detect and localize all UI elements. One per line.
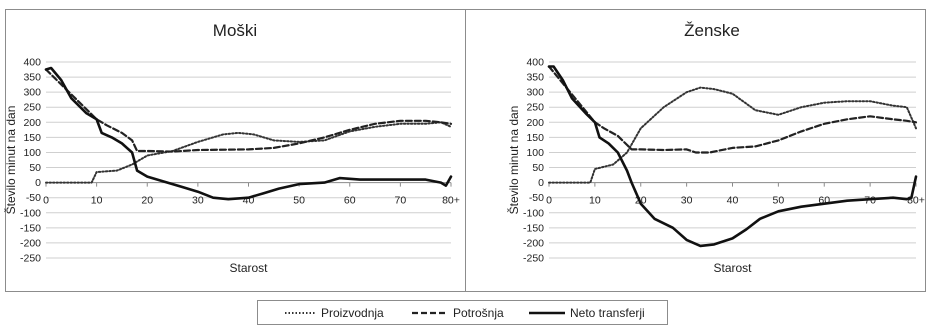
legend-label: Neto transferji [570,306,645,320]
y-tick-label: -150 [523,222,544,234]
y-tick-label: 250 [526,102,544,114]
series-line-neto-transferji [44,66,453,201]
panel-frame-male [5,9,466,292]
legend-label: Potrošnja [453,306,504,320]
y-tick-label: -100 [20,207,41,219]
y-tick-label: -50 [529,192,544,204]
x-tick-label: 60 [344,195,356,207]
series-line-potrošnja [44,68,453,153]
x-tick-label: 70 [864,195,876,207]
y-tick-label: -50 [26,192,41,204]
y-tick-label: 200 [23,117,41,129]
y-tick-label: 400 [526,57,544,69]
y-tick-label: -200 [523,237,544,249]
x-tick-label: 20 [141,195,153,207]
y-tick-label: -150 [20,222,41,234]
legend-label: Proizvodnja [321,306,384,320]
y-tick-label: 350 [526,72,544,84]
y-tick-label: -200 [20,237,41,249]
y-axis-label: Število minut na dan [3,106,18,215]
y-tick-label: 250 [23,102,41,114]
y-tick-label: -100 [523,207,544,219]
y-tick-label: 150 [23,132,41,144]
x-tick-label: 30 [192,195,204,207]
x-tick-label: 70 [395,195,407,207]
series-line-proizvodnja [548,86,917,184]
y-tick-label: 200 [526,117,544,129]
x-tick-label: 50 [293,195,305,207]
x-tick-label: 50 [773,195,785,207]
x-tick-label: 0 [43,195,49,207]
chart-panel-male: -250-200-150-100-50050100150200250300350… [3,21,460,275]
y-tick-label: 400 [23,57,41,69]
y-tick-label: 50 [532,162,544,174]
chart-panel-female: -250-200-150-100-50050100150200250300350… [506,21,925,275]
chart-title: Ženske [684,21,740,40]
x-tick-label: 80+ [442,195,460,207]
series-line-proizvodnja [45,121,452,184]
y-tick-label: 100 [23,147,41,159]
x-tick-label: 40 [727,195,739,207]
legend: Proizvodnja Potrošnja Neto transferji [257,300,668,325]
y-tick-label: 50 [29,162,41,174]
y-tick-label: 0 [35,177,41,189]
legend-item-neto-transferji: Neto transferji [529,306,645,320]
x-tick-label: 0 [546,195,552,207]
x-tick-label: 80+ [907,195,925,207]
legend-item-proizvodnja: Proizvodnja [285,306,384,320]
legend-box [257,300,668,325]
chart-title: Moški [213,21,257,40]
x-tick-label: 30 [681,195,693,207]
y-tick-label: 350 [23,72,41,84]
y-tick-label: 300 [526,87,544,99]
panel-frame-female [465,9,926,292]
x-tick-label: 40 [243,195,255,207]
x-tick-label: 60 [818,195,830,207]
y-tick-label: 300 [23,87,41,99]
x-tick-label: 10 [589,195,601,207]
y-tick-label: 100 [526,147,544,159]
y-axis-label: Število minut na dan [506,106,521,215]
series-line-neto-transferji [547,65,918,248]
series-line-potrošnja [547,65,918,154]
x-tick-label: 10 [91,195,103,207]
x-axis-label: Starost [713,261,752,275]
legend-item-potrosnja: Potrošnja [412,306,504,320]
y-tick-label: 0 [538,177,544,189]
y-tick-label: -250 [20,253,41,265]
x-axis-label: Starost [229,261,268,275]
y-tick-label: -250 [523,253,544,265]
y-tick-label: 150 [526,132,544,144]
